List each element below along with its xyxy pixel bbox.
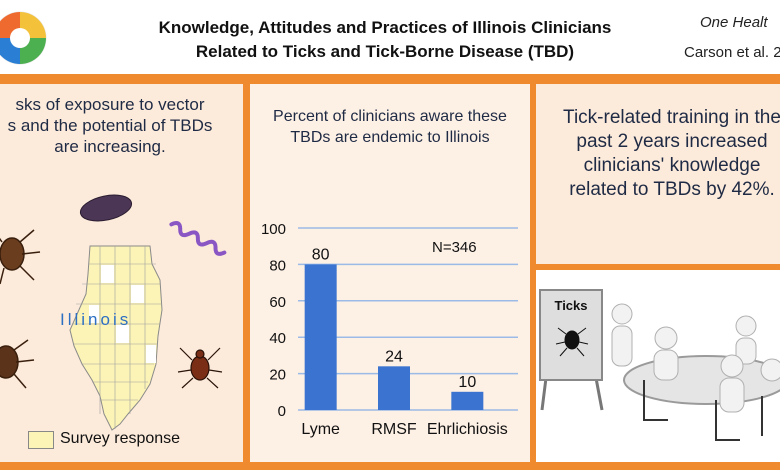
chart-bars [304,264,484,410]
exposure-text-line-2: s and the potential of TBDs [7,116,213,135]
one-health-logo [0,11,47,65]
y-tick-label: 80 [269,257,286,274]
non-response-counties [89,265,156,363]
header: Knowledge, Attitudes and Practices of Il… [0,0,780,78]
exposure-text-line-3: are increasing. [54,137,166,156]
data-label-lyme: 80 [312,246,330,263]
bacterium-illustration [79,194,133,222]
left-panel: sks of exposure to vector s and the pote… [0,84,243,462]
title-line-1: Knowledge, Attitudes and Practices of Il… [158,18,612,37]
x-axis-labels: Lyme RMSF Ehrlichiosis [301,421,507,438]
y-tick-label: 40 [269,330,286,347]
y-axis-ticks: 0 20 40 60 80 100 [261,221,286,420]
sign-leg-left [540,377,548,411]
county-grid [72,246,162,429]
chairs [643,380,763,441]
bar-lyme [304,264,337,410]
exposure-text-line-1: sks of exposure to vector [15,95,205,114]
sample-size-label: N=346 [432,239,477,256]
meeting-illustration: Ticks [539,289,780,441]
page-title: Knowledge, Attitudes and Practices of Il… [90,16,680,64]
x-label-ehrlichiosis: Ehrlichiosis [427,421,508,438]
illinois-map-label: Illinois [60,310,132,329]
tick-illustration-1 [0,229,41,285]
y-tick-label: 20 [269,367,286,384]
spirochete-illustration [169,221,227,256]
ticks-sign-label: Ticks [554,298,587,313]
legend-swatch [28,431,54,449]
journal-name: One Healt [700,14,768,31]
exposure-text: sks of exposure to vector s and the pote… [0,94,260,157]
title-line-2: Related to Ticks and Tick-Borne Disease … [195,42,575,61]
tick-illustration-2 [0,339,35,389]
sign-leg-right [594,377,604,411]
training-text: Tick-related training in the past 2 year… [563,107,780,200]
y-tick-label: 100 [261,221,286,238]
right-top-panel [536,84,780,264]
bar-rmsf [378,366,410,410]
bar-ehrlichiosis [451,391,484,410]
meeting-table [623,355,780,405]
data-labels: 80 24 10 [312,246,477,390]
y-tick-label: 0 [278,403,286,420]
legend-label: Survey response [60,430,181,447]
y-tick-label: 60 [269,294,286,311]
authors: Carson et al. 2 [684,44,780,61]
data-label-rmsf: 24 [385,348,403,365]
x-label-rmsf: RMSF [371,421,417,438]
x-label-lyme: Lyme [301,421,340,438]
people-figures [611,303,780,413]
sign-tick-icon [555,327,589,357]
tick-illustration-3 [177,347,223,389]
data-label-ehrlichiosis: 10 [458,374,476,391]
left-illustration [0,194,227,431]
bar-chart: 0 20 40 60 80 100 Lyme RMSF Ehrlichiosis 80 24 10… [261,221,518,438]
chart-title: Percent of clinicians aware these TBDs a… [273,108,507,146]
